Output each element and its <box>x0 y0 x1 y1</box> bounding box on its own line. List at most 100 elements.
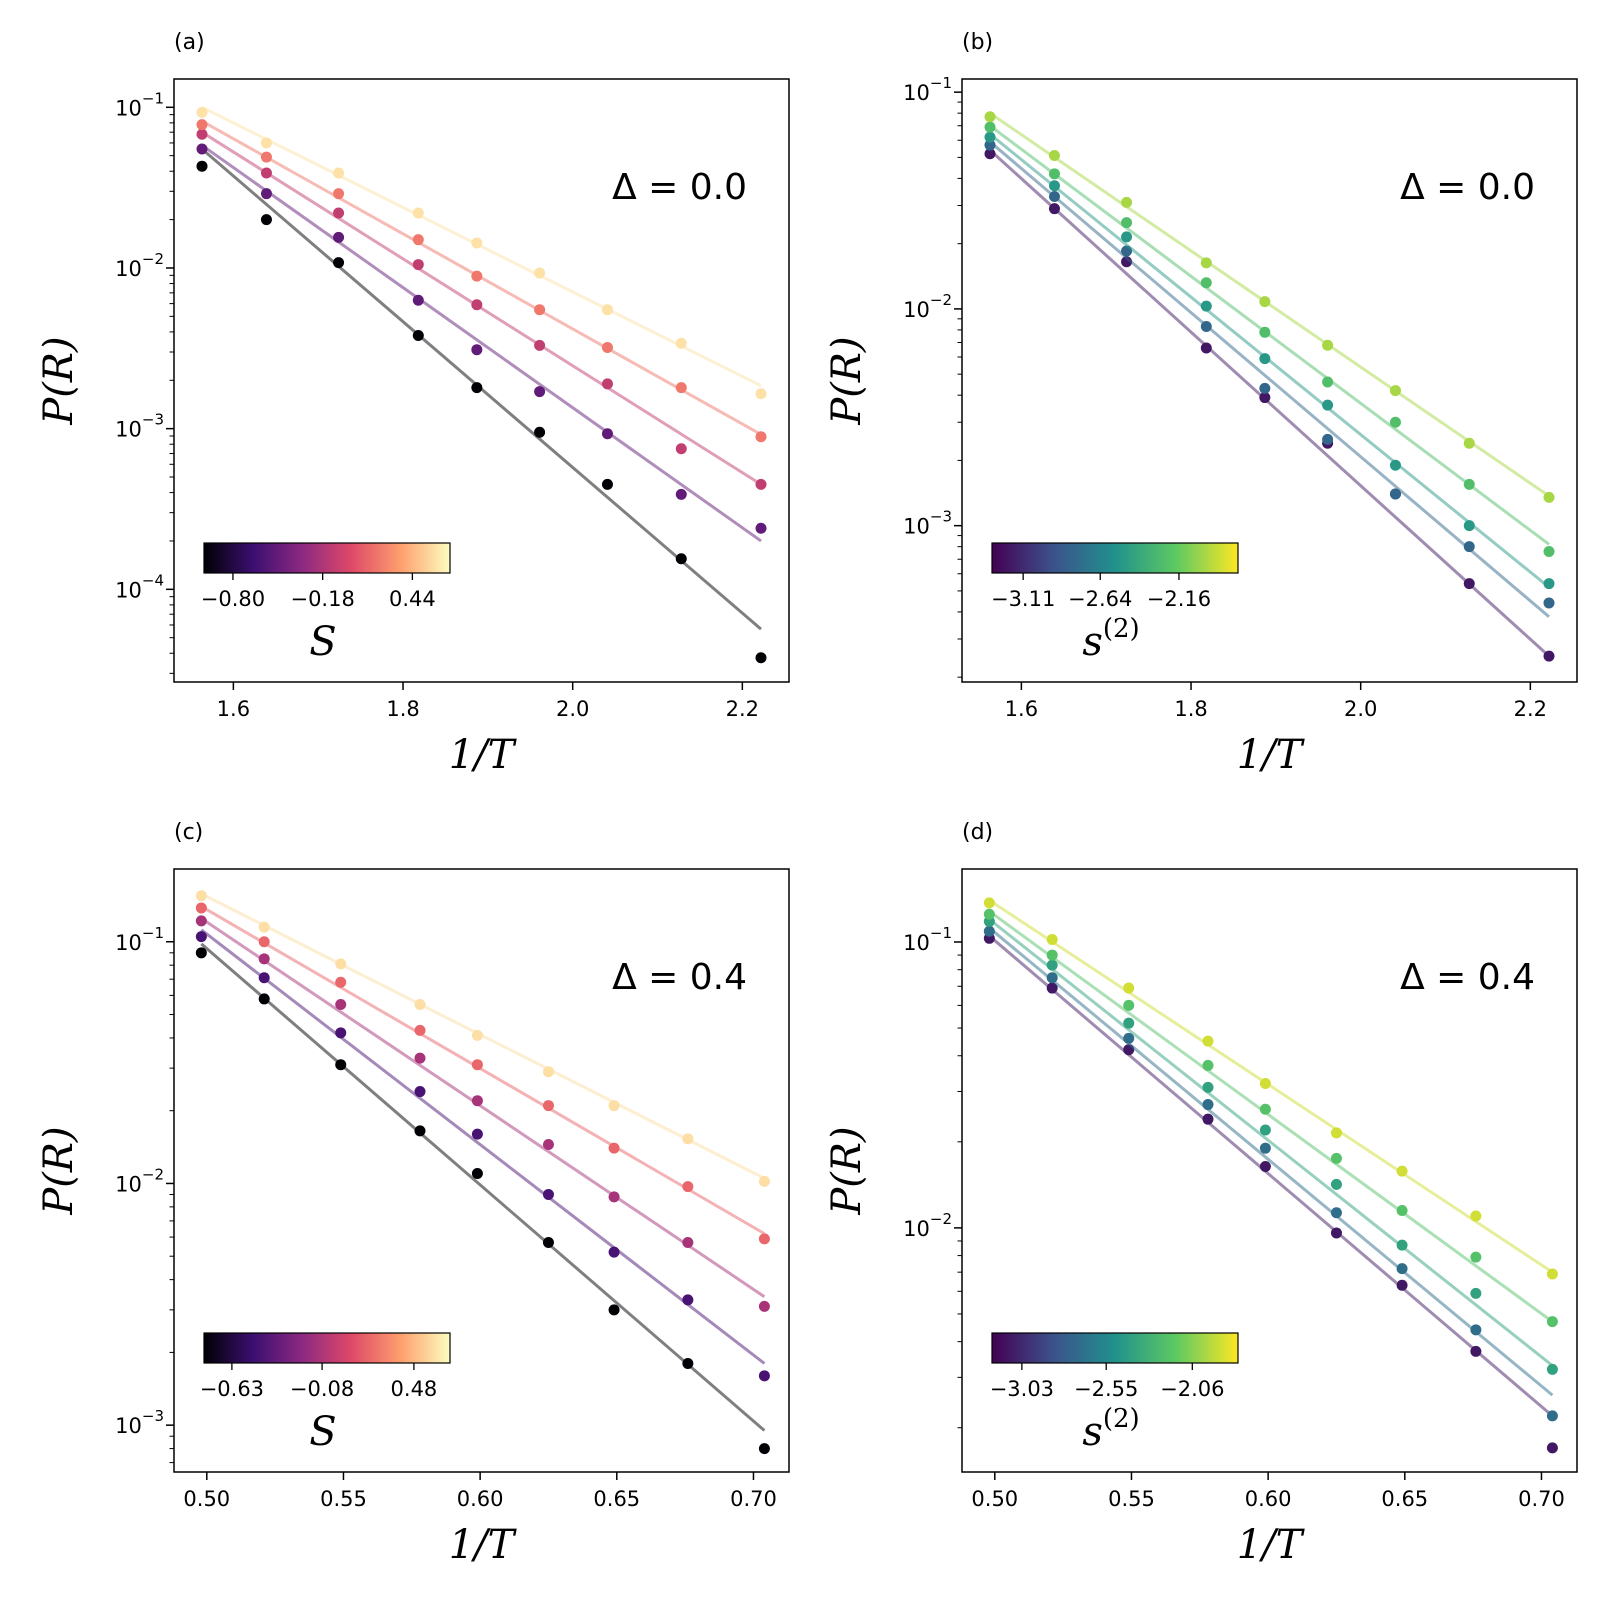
data-point <box>675 337 687 349</box>
data-point <box>412 234 424 246</box>
data-point <box>1470 1324 1482 1336</box>
fit-line <box>988 918 1554 1367</box>
x-tick-label: 2.2 <box>1514 697 1547 721</box>
data-point <box>542 1138 554 1150</box>
data-point <box>1470 1345 1482 1357</box>
data-point <box>471 1059 483 1071</box>
data-point <box>1546 1268 1558 1280</box>
data-point <box>608 1246 620 1258</box>
data-point <box>1259 1160 1271 1172</box>
data-point <box>195 890 207 902</box>
fit-line <box>988 934 1554 1418</box>
colorbar-tick-label: −2.06 <box>1160 1377 1224 1401</box>
y-tick-label: 10−1 <box>115 89 164 120</box>
colorbar-tick-label: −0.08 <box>290 1377 354 1401</box>
data-point <box>675 382 687 394</box>
fit-line <box>201 105 762 388</box>
y-tick-label: 10−2 <box>115 250 164 281</box>
y-tick-label: 10−1 <box>903 74 952 105</box>
y-tick-exponent: −1 <box>930 74 952 92</box>
data-point <box>1121 217 1133 229</box>
data-point <box>601 478 613 490</box>
data-point <box>1046 934 1058 946</box>
data-point <box>542 1236 554 1248</box>
delta-annotation: Δ = 0.4 <box>612 957 747 998</box>
data-point <box>471 344 483 356</box>
colorbar-label: S <box>309 619 336 665</box>
data-point <box>471 1167 483 1179</box>
data-point <box>260 188 272 200</box>
x-tick-label: 1.6 <box>217 697 250 721</box>
data-point <box>1202 1035 1214 1047</box>
data-point <box>755 478 767 490</box>
x-tick-label: 2.0 <box>556 697 589 721</box>
y-tick-exponent: −1 <box>142 89 164 107</box>
data-point <box>983 925 995 937</box>
panel-b: (b) 1.6 1.8 2.0 2.2 10−1 10−2 10−3 1/T P(R) Δ = 0.… <box>824 30 1578 778</box>
colorbar-tick-label: 0.48 <box>391 1377 438 1401</box>
plot-area <box>196 105 767 664</box>
data-point <box>1322 376 1334 388</box>
data-point <box>608 1142 620 1154</box>
data-point <box>1046 982 1058 994</box>
data-point <box>333 257 345 269</box>
y-tick-exponent: −3 <box>142 411 164 429</box>
data-point <box>758 1300 770 1312</box>
colorbar-tick-label: −0.63 <box>200 1377 264 1401</box>
data-point <box>1389 416 1401 428</box>
delta-annotation: Δ = 0.4 <box>1400 957 1535 998</box>
data-point <box>333 167 345 179</box>
data-point <box>675 443 687 455</box>
data-point <box>542 1189 554 1201</box>
x-tick-label: 0.55 <box>320 1487 367 1511</box>
y-tick-exponent: −2 <box>930 1210 952 1228</box>
axes-frame <box>961 868 1578 1473</box>
y-tick-exponent: −2 <box>142 1165 164 1183</box>
data-point <box>258 972 270 984</box>
data-point <box>1470 1287 1482 1299</box>
data-point <box>1546 1316 1558 1328</box>
data-point <box>335 999 347 1011</box>
data-point <box>1259 1103 1271 1115</box>
data-point <box>1200 300 1212 312</box>
y-tick-exponent: −2 <box>142 250 164 268</box>
colorbar-label: S <box>309 1409 336 1455</box>
data-point <box>1259 1124 1271 1136</box>
data-point <box>758 1443 770 1455</box>
data-point <box>258 953 270 965</box>
data-point <box>1396 1205 1408 1217</box>
data-point <box>984 111 996 123</box>
data-point <box>1322 399 1334 411</box>
y-tick-label: 10−4 <box>115 571 164 602</box>
data-point <box>1546 1363 1558 1375</box>
data-point <box>1322 433 1334 445</box>
data-point <box>601 378 613 390</box>
data-point <box>1470 1251 1482 1263</box>
data-point <box>1259 1077 1271 1089</box>
data-point <box>1396 1263 1408 1275</box>
data-point <box>471 382 483 394</box>
data-point <box>758 1175 770 1187</box>
colorbar-tick-label: −2.16 <box>1147 587 1211 611</box>
panel-d: (d) 0.50 0.55 0.60 0.65 0.70 10−1 10−2 1/T P(R) Δ … <box>824 820 1578 1568</box>
y-tick-exponent: −3 <box>142 1407 164 1425</box>
x-tick-label: 2.0 <box>1344 697 1377 721</box>
data-point <box>1259 296 1271 308</box>
data-point <box>196 128 208 140</box>
y-axis-label: P(R) <box>36 1126 82 1215</box>
y-tick-label: 10−2 <box>903 291 952 322</box>
data-point <box>608 1100 620 1112</box>
colorbar <box>203 1332 451 1364</box>
y-tick-exponent: −4 <box>142 571 164 589</box>
x-tick-label: 0.70 <box>1518 1487 1565 1511</box>
data-point <box>1389 459 1401 471</box>
colorbar-tick-label: 0.44 <box>389 587 436 611</box>
data-point <box>758 1233 770 1245</box>
data-point <box>335 958 347 970</box>
colorbar <box>991 1332 1239 1364</box>
colorbar-tick-label: −0.80 <box>201 587 265 611</box>
data-point <box>195 947 207 959</box>
data-point <box>601 341 613 353</box>
data-point <box>682 1181 694 1193</box>
